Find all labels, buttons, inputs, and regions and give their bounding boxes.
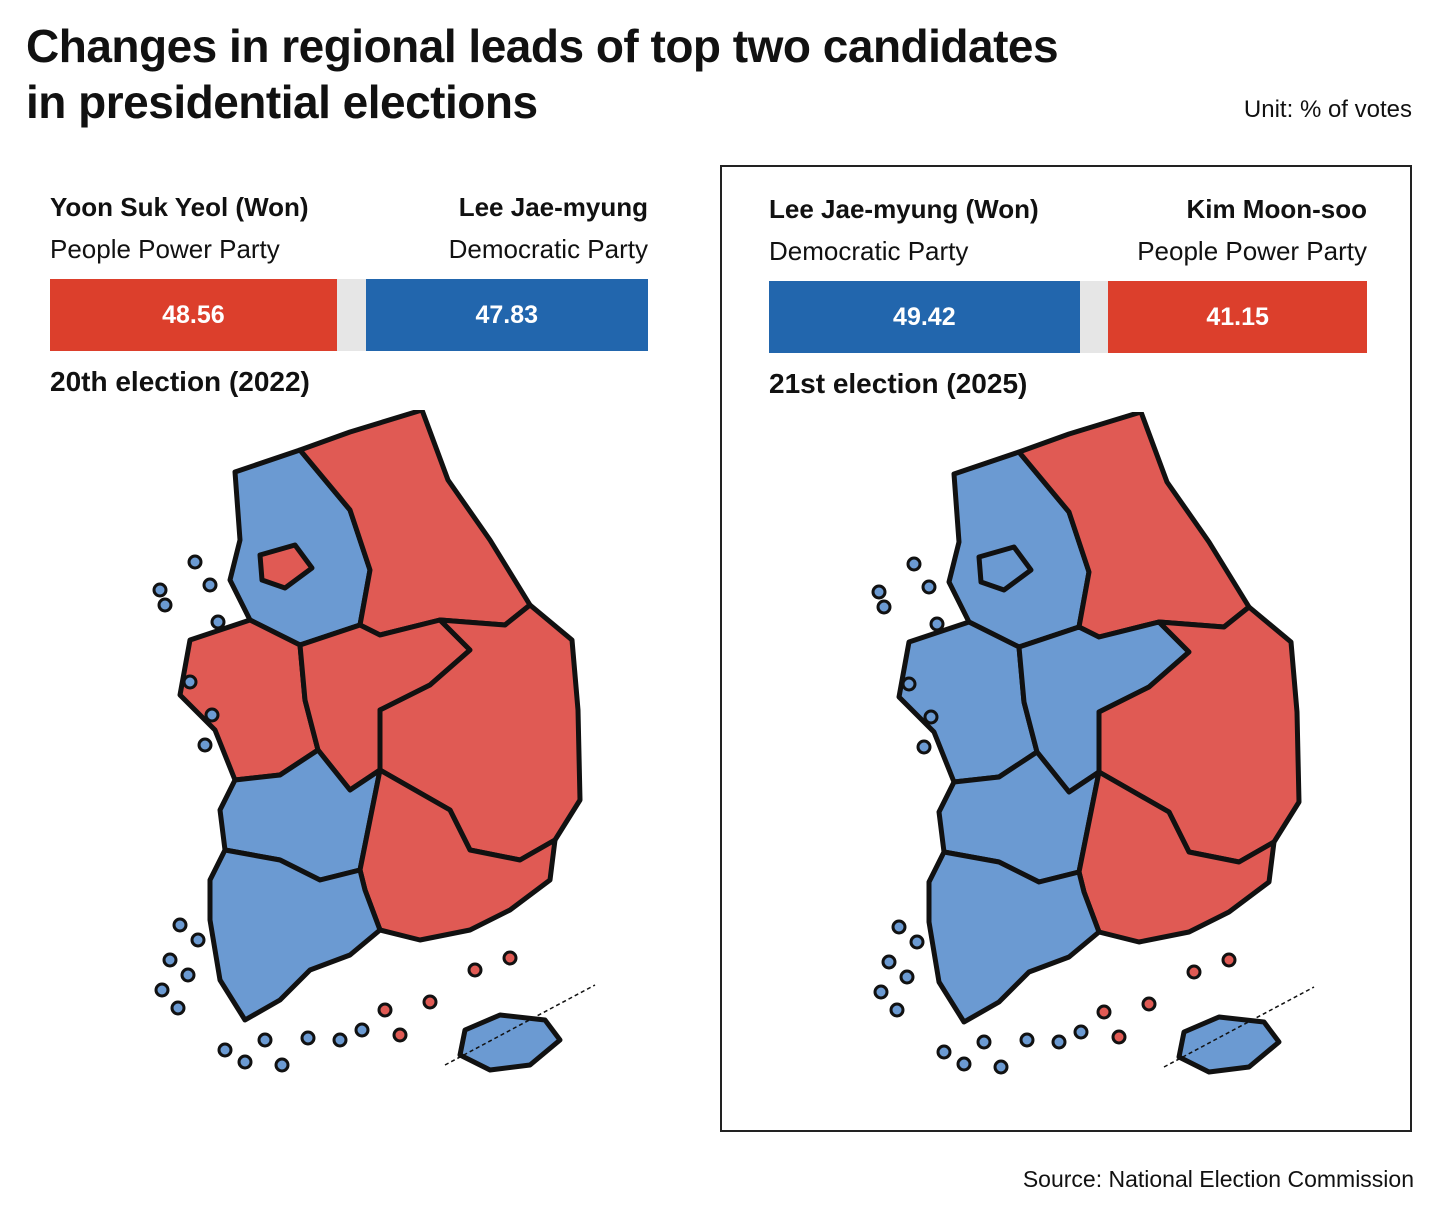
island-marker <box>202 577 218 593</box>
vote-bar-right: 41.15 <box>1108 281 1367 353</box>
island-marker <box>889 1002 905 1018</box>
candidate-name: Kim Moon-soo <box>1186 194 1367 224</box>
title-line-2: in presidential elections <box>26 76 538 128</box>
region-center-west <box>177 617 321 783</box>
vote-value: 48.56 <box>162 300 225 329</box>
candidate-name: Lee Jae-myung (Won) <box>769 194 1039 224</box>
vote-share-bar: 48.56 47.83 <box>50 279 648 351</box>
island-marker <box>1111 1029 1127 1045</box>
candidate-left-2025: Lee Jae-myung (Won) Democratic Party <box>769 192 1039 268</box>
island-marker <box>921 579 937 595</box>
candidate-party: People Power Party <box>1137 236 1367 266</box>
island-marker <box>377 1002 393 1018</box>
candidate-right-2025: Kim Moon-soo People Power Party <box>1137 192 1367 268</box>
island-marker <box>467 962 483 978</box>
island-marker <box>916 739 932 755</box>
vote-bar-left: 48.56 <box>50 279 337 351</box>
candidate-right-2022: Lee Jae-myung Democratic Party <box>449 190 648 266</box>
vote-value: 41.15 <box>1206 302 1269 331</box>
panel-2022-inner: Yoon Suk Yeol (Won) People Power Party L… <box>50 170 648 1170</box>
vote-value: 47.83 <box>475 300 539 329</box>
island-marker <box>923 709 939 725</box>
island-marker <box>392 1027 408 1043</box>
island-marker <box>197 737 213 753</box>
island-marker <box>300 1030 316 1046</box>
island-marker <box>257 1032 273 1048</box>
vote-share-bar: 49.42 41.15 <box>769 281 1367 353</box>
island-marker <box>1019 1032 1035 1048</box>
vote-bar-right: 47.83 <box>365 279 648 351</box>
candidate-party: Democratic Party <box>448 234 648 264</box>
island-marker <box>881 954 897 970</box>
island-marker <box>217 1042 233 1058</box>
island-marker <box>170 1000 186 1016</box>
island-marker <box>237 1054 253 1070</box>
candidate-name: Yoon Suk Yeol (Won) <box>50 192 309 222</box>
region-map-2025 <box>871 412 1315 1075</box>
island-marker <box>354 1022 370 1038</box>
region-south-west <box>926 849 1102 1025</box>
island-marker <box>1096 1004 1112 1020</box>
region-capital-inner <box>976 544 1034 593</box>
jeju-separator-line <box>444 984 596 1066</box>
island-marker <box>152 582 168 598</box>
island-marker <box>929 616 945 632</box>
island-marker <box>936 1044 952 1060</box>
panel-2022: Yoon Suk Yeol (Won) People Power Party L… <box>50 170 648 1170</box>
island-marker <box>422 994 438 1010</box>
region-jeju <box>1176 1014 1282 1075</box>
island-marker <box>274 1057 290 1073</box>
candidate-party: Democratic Party <box>769 236 969 266</box>
panel-2025: Lee Jae-myung (Won) Democratic Party Kim… <box>720 165 1412 1132</box>
island-marker <box>956 1056 972 1072</box>
island-marker <box>891 919 907 935</box>
island-marker <box>901 676 917 692</box>
island-marker <box>993 1059 1009 1075</box>
island-marker <box>899 969 915 985</box>
source-note: Source: National Election Commission <box>1022 1166 1414 1192</box>
region-center-west <box>896 619 1040 785</box>
island-marker <box>909 934 925 950</box>
panel-2025-inner: Lee Jae-myung (Won) Democratic Party Kim… <box>769 172 1367 1122</box>
island-marker <box>502 950 518 966</box>
region-map-2022 <box>152 410 596 1073</box>
island-marker <box>1051 1034 1067 1050</box>
chart-title: Changes in regional leads of top two can… <box>26 18 1059 130</box>
island-marker <box>976 1034 992 1050</box>
election-label: 20th election (2022) <box>50 366 310 397</box>
vote-bar-left: 49.42 <box>769 281 1080 353</box>
island-marker <box>1141 996 1157 1012</box>
region-jeju <box>457 1012 563 1073</box>
island-marker <box>1186 964 1202 980</box>
region-capital-inner <box>257 542 315 591</box>
island-marker <box>204 707 220 723</box>
region-south-west <box>207 847 383 1023</box>
island-marker <box>210 614 226 630</box>
island-marker <box>182 674 198 690</box>
candidate-name: Lee Jae-myung <box>458 192 648 222</box>
island-marker <box>873 984 889 1000</box>
island-marker <box>876 599 892 615</box>
unit-label: Unit: % of votes <box>1243 96 1412 123</box>
jeju-separator-line <box>1163 986 1315 1068</box>
island-marker <box>154 982 170 998</box>
vote-value: 49.42 <box>893 302 956 331</box>
island-marker <box>162 952 178 968</box>
island-marker <box>187 554 203 570</box>
candidate-left-2022: Yoon Suk Yeol (Won) People Power Party <box>50 190 309 266</box>
island-marker <box>1073 1024 1089 1040</box>
island-marker <box>332 1032 348 1048</box>
island-marker <box>1221 952 1237 968</box>
island-marker <box>906 556 922 572</box>
title-line-1: Changes in regional leads of top two can… <box>26 20 1059 72</box>
island-marker <box>871 584 887 600</box>
candidate-party: People Power Party <box>50 234 280 264</box>
island-marker <box>180 967 196 983</box>
island-marker <box>157 597 173 613</box>
election-label: 21st election (2025) <box>769 368 1028 399</box>
island-marker <box>190 932 206 948</box>
island-marker <box>172 917 188 933</box>
